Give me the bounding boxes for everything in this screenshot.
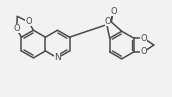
Text: O: O xyxy=(13,24,20,33)
Text: O: O xyxy=(140,47,147,56)
Text: O: O xyxy=(25,17,32,26)
Text: O: O xyxy=(140,34,147,43)
Text: O: O xyxy=(105,17,111,26)
Text: O: O xyxy=(110,7,117,16)
Text: N: N xyxy=(54,53,61,62)
